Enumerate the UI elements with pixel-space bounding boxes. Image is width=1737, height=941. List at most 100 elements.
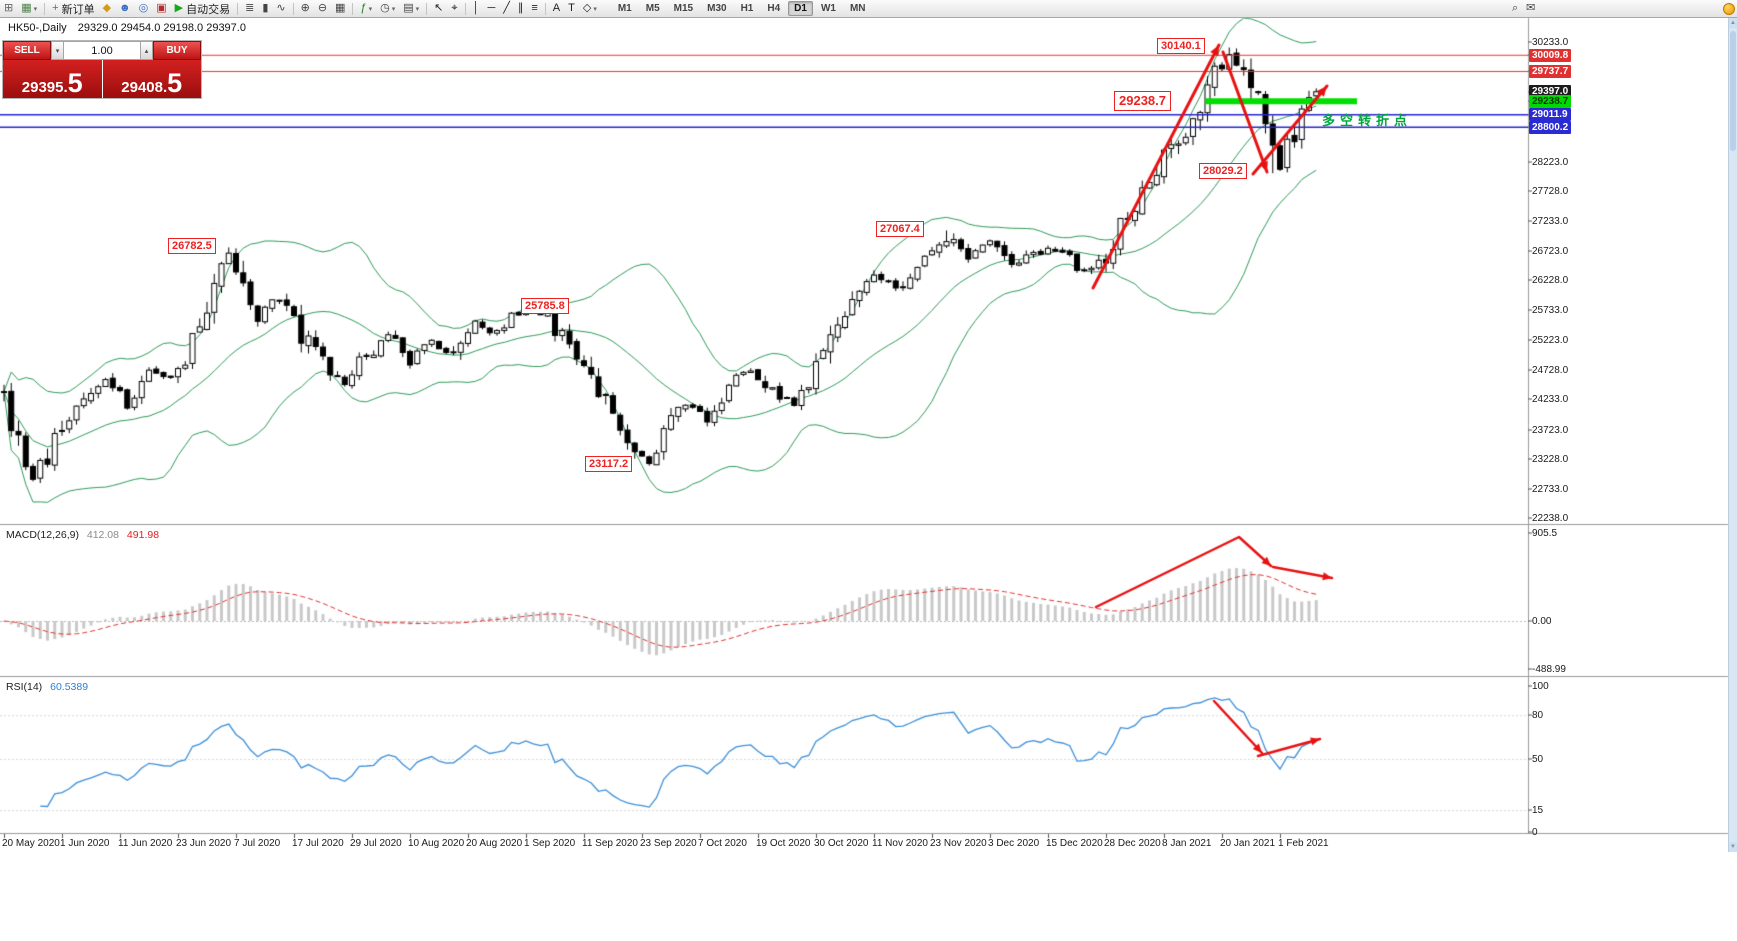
buy-button[interactable]: BUY [153, 41, 201, 60]
price-axis-label: 26723.0 [1532, 245, 1569, 257]
timeframe-button[interactable]: M15 [673, 3, 694, 14]
templates-icon[interactable]: ▤ ▾ [403, 2, 420, 14]
time-axis-label: 23 Nov 2020 [930, 838, 987, 849]
time-axis-label: 7 Jul 2020 [234, 838, 281, 849]
fibonacci-icon[interactable]: ≡ [531, 2, 538, 14]
cursor-icon[interactable]: ↖ [434, 2, 444, 14]
price-callout[interactable]: 28029.2 [1199, 163, 1247, 179]
toolbar-separator[interactable] [426, 2, 428, 15]
macd-axis-label: -488.99 [1532, 663, 1566, 675]
time-axis-label: 23 Sep 2020 [640, 838, 697, 849]
timeframe-button[interactable]: H4 [767, 3, 781, 14]
sell-price-big-digit: 5 [67, 68, 83, 99]
terminal-icon[interactable]: ▣ [156, 2, 167, 14]
zoom-in-icon[interactable]: ⊕ [300, 2, 310, 14]
periods-icon[interactable]: ◷ ▾ [380, 2, 396, 14]
timeframe-button[interactable]: D1 [788, 1, 813, 16]
price-axis-label: 26228.0 [1532, 275, 1569, 287]
volume-input[interactable] [64, 41, 140, 60]
vertical-scrollb[interactable]: ▲ ▼ [1728, 18, 1737, 852]
price-callout[interactable]: 27067.4 [876, 221, 924, 237]
macd-indicator-label: MACD(12,26,9) 412.08 491.98 [6, 529, 159, 541]
volume-down-button[interactable]: ▾ [51, 41, 64, 60]
vertical-line-icon[interactable]: │ [472, 2, 480, 14]
price-axis-label: 23723.0 [1532, 424, 1569, 436]
bar-chart-mode-icon[interactable]: ≣ [245, 2, 255, 14]
timeframe-button[interactable]: W1 [820, 3, 836, 14]
sell-price-button[interactable]: 29395. 5 [3, 60, 102, 98]
price-callout[interactable]: 23117.2 [585, 456, 633, 472]
one-click-trading-panel: SELL ▾ ▴ BUY 29395.5 29408.5 [2, 40, 202, 99]
scrollbar-thumb[interactable] [1730, 31, 1736, 151]
price-axis-label: 25733.0 [1532, 304, 1569, 316]
channel-icon[interactable]: ∥ [517, 2, 524, 14]
macd-name: MACD(12,26,9) [6, 529, 79, 541]
timeframe-button[interactable]: M5 [645, 3, 660, 14]
shapes-icon[interactable]: ◇ ▾ [582, 2, 597, 14]
price-axis-label: 27728.0 [1532, 186, 1569, 198]
rsi-name: RSI(14) [6, 681, 43, 693]
price-callout[interactable]: 26782.5 [168, 238, 216, 254]
timeframe-button[interactable]: MN [849, 3, 866, 14]
scroll-up-icon[interactable]: ▲ [1729, 18, 1737, 28]
price-callout[interactable]: 30140.1 [1157, 38, 1205, 54]
time-axis-label: 11 Sep 2020 [582, 838, 638, 849]
trendline-icon[interactable]: ╱ [503, 2, 510, 14]
indicators-icon[interactable]: ƒ ▾ [360, 2, 373, 14]
time-axis-label: 7 Oct 2020 [698, 838, 747, 849]
chevron-down-icon: ▾ [391, 5, 396, 13]
line-chart-mode-icon[interactable]: ∿ [276, 2, 286, 14]
notification-badge-icon[interactable] [1723, 3, 1735, 15]
text-icon[interactable]: A [552, 2, 561, 14]
volume-up-button[interactable]: ▴ [140, 41, 153, 60]
price-axis-label: 22238.0 [1532, 513, 1569, 524]
price-callout[interactable]: 29238.7 [1114, 91, 1171, 111]
navigator-icon[interactable]: ◎ [138, 2, 149, 14]
toolbar-separator[interactable] [464, 2, 466, 15]
price-axis-label: 24728.0 [1532, 364, 1569, 376]
toolbar-right-group: ⌕ ✉ [1508, 0, 1539, 17]
rsi-axis-label: 0 [1532, 827, 1538, 838]
time-axis-label: 15 Dec 2020 [1046, 838, 1103, 849]
tile-windows-icon[interactable]: ▦ [335, 2, 346, 14]
chevron-down-icon: ▾ [415, 5, 420, 13]
toolbar-separator[interactable] [352, 2, 354, 15]
timeframe-button[interactable]: M30 [707, 3, 727, 14]
toolbar-separator[interactable] [237, 2, 239, 15]
time-axis-label: 20 Jan 2021 [1220, 838, 1276, 849]
text-annotation[interactable]: 多空转折点 [1322, 113, 1413, 128]
search-icon[interactable]: ⌕ [1512, 2, 1519, 14]
chat-icon[interactable]: ✉ [1526, 2, 1536, 14]
chevron-down-icon: ▾ [368, 5, 373, 13]
new-window-icon[interactable]: ⊞ [4, 2, 14, 14]
timeframe-button[interactable]: H1 [740, 3, 754, 14]
sell-button[interactable]: SELL [3, 41, 51, 60]
price-axis-label: 22733.0 [1532, 483, 1569, 495]
timeframe-button[interactable]: M1 [617, 3, 632, 14]
price-axis-label: 27233.0 [1532, 215, 1569, 227]
candle-chart-mode-icon[interactable]: ▮ [262, 2, 269, 14]
new-order-button[interactable]: + 新订单 [52, 2, 95, 16]
scroll-down-icon[interactable]: ▼ [1729, 842, 1737, 852]
toolbar-separator[interactable] [544, 2, 546, 15]
crosshair-icon[interactable]: ⌖ [451, 2, 458, 14]
time-axis-label: 30 Oct 2020 [814, 838, 869, 849]
macd-axis-label: 0.00 [1532, 616, 1552, 627]
new-chart-icon[interactable]: ▦ ▾ [21, 2, 38, 14]
zoom-out-icon[interactable]: ⊖ [317, 2, 328, 14]
profiles-icon[interactable]: ☻ [119, 2, 131, 14]
toolbar-separator[interactable] [292, 2, 294, 15]
time-axis-label: 1 Jun 2020 [60, 838, 110, 849]
autotrade-button[interactable]: ▶ 自动交易 [174, 2, 231, 16]
toolbar-separator[interactable] [44, 2, 46, 15]
time-axis-label: 20 May 2020 [2, 838, 60, 849]
horizontal-line-icon[interactable]: ─ [487, 2, 496, 14]
price-callout[interactable]: 25785.8 [521, 298, 569, 314]
time-axis-label: 10 Aug 2020 [408, 838, 465, 849]
time-axis-label: 29 Jul 2020 [350, 838, 402, 849]
metaeditor-icon[interactable]: ◆ [102, 2, 112, 14]
order-panel-top-row: SELL ▾ ▴ BUY [3, 41, 201, 60]
label-icon[interactable]: T [568, 2, 575, 14]
buy-price-button[interactable]: 29408. 5 [102, 60, 201, 98]
